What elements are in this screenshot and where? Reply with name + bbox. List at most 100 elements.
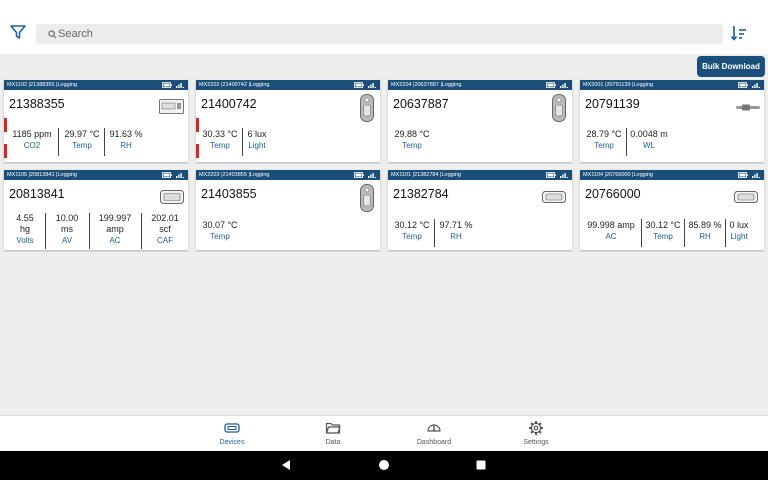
device-serial: 20791139 — [585, 97, 640, 111]
reading-unit: ms — [61, 224, 73, 234]
card-header: MX2001 |20791139 |Logging — [580, 80, 764, 90]
card-header: MX1105 |20813841 |Logging — [4, 170, 188, 180]
card-header: MX1101 |21382784 |Logging — [388, 170, 572, 180]
reading: 29.97 °C Temp — [59, 128, 105, 156]
reading-value: 85.89 % — [688, 220, 722, 230]
recents-icon[interactable] — [475, 459, 487, 471]
signal-icon — [752, 173, 760, 178]
reading: 4.55 hg Volts — [6, 213, 44, 249]
reading-value: 29.97 °C — [64, 129, 100, 139]
card-header: MX1102 |21388355 |Logging — [4, 80, 188, 90]
reading-label: Temp — [72, 141, 92, 150]
reading-label: AC — [109, 236, 121, 245]
device-serial: 20766000 — [585, 187, 641, 201]
reading-label: Temp — [210, 141, 230, 150]
reading-label: Temp — [653, 232, 673, 241]
reading-label: Temp — [402, 232, 422, 241]
card-header: MX2204 |20637887 |Logging — [388, 80, 572, 90]
alarm-indicator — [196, 118, 199, 132]
nav-label: Data — [325, 439, 341, 446]
temp-rh-logger-icon — [542, 191, 566, 203]
reading-label: RH — [120, 141, 132, 150]
divider — [141, 213, 142, 249]
sort-icon[interactable] — [730, 24, 748, 42]
readings-row: 30.12 °C Temp 97.71 % RH — [388, 219, 572, 247]
device-card[interactable]: MX2202 |21400742 |Logging 21400742 30.33… — [196, 80, 380, 162]
divider — [641, 219, 642, 247]
divider — [684, 219, 685, 247]
reading-value: 29.88 °C — [394, 129, 430, 139]
reading: 10.00 ms AV — [46, 213, 88, 249]
readings-row: 30.07 °C Temp — [196, 219, 380, 247]
filter-icon[interactable] — [8, 22, 28, 42]
home-icon[interactable] — [378, 459, 390, 471]
nav-data[interactable]: Data — [298, 416, 368, 452]
back-icon[interactable] — [280, 459, 292, 471]
reading: 1185 ppm CO2 — [7, 128, 57, 156]
battery-icon — [738, 172, 748, 178]
reading-label: Temp — [210, 232, 230, 241]
readings-row: 99.998 amp AC 30.12 °C Temp 85.89 % RH 0 lu… — [580, 219, 764, 247]
reading-value: 99.998 amp — [587, 220, 635, 230]
nav-settings[interactable]: Settings — [501, 416, 571, 452]
nav-dashboard[interactable]: Dashboard — [399, 416, 469, 452]
card-header: MX2202 |21400742 |Logging — [196, 80, 380, 90]
reading: 97.71 % RH — [435, 219, 477, 247]
reading: 199.997 amp AC — [90, 213, 140, 249]
signal-icon — [368, 83, 376, 88]
reading-value: 30.12 °C — [645, 220, 681, 230]
battery-icon — [546, 82, 556, 88]
device-card[interactable]: MX2001 |20791139 |Logging 20791139 28.79… — [580, 80, 764, 162]
co2-logger-icon — [159, 99, 184, 114]
divider — [45, 213, 46, 249]
card-header: MX1104 |20766000 |Logging — [580, 170, 764, 180]
readings-row: 28.79 °C Temp 0.0048 m WL — [580, 128, 764, 156]
reading-label: CO2 — [23, 141, 41, 150]
reading: 30.12 °C Temp — [390, 219, 434, 247]
card-header: MX2203 |21403855 |Logging — [196, 170, 380, 180]
dashboard-gauge-icon — [427, 424, 441, 432]
water-level-logger-icon — [736, 104, 760, 111]
nav-devices[interactable]: Devices — [197, 416, 267, 452]
nav-label: Devices — [219, 439, 245, 446]
card-header-text: MX1101 |21382784 |Logging — [391, 172, 462, 178]
card-header-text: MX1105 |20813841 |Logging — [7, 172, 78, 178]
signal-icon — [176, 173, 184, 178]
card-header-text: MX2204 |20637887 |Logging — [391, 82, 462, 88]
bottom-navigation: Devices Data Dashboard Settings — [0, 415, 768, 451]
reading-value: 97.71 % — [439, 220, 473, 230]
device-card[interactable]: MX1104 |20766000 |Logging 20766000 99.99… — [580, 170, 764, 250]
gear-icon — [529, 421, 543, 435]
search-input[interactable] — [58, 24, 698, 44]
battery-icon — [354, 82, 364, 88]
search-icon — [48, 30, 57, 39]
divider — [58, 128, 59, 156]
divider — [434, 219, 435, 247]
nav-label: Settings — [523, 439, 549, 446]
search-bar[interactable] — [36, 24, 723, 44]
battery-icon — [162, 172, 172, 178]
alarm-indicator — [4, 144, 7, 158]
alarm-indicator — [4, 118, 7, 132]
device-card[interactable]: MX2203 |21403855 |Logging 21403855 30.07… — [196, 170, 380, 250]
device-card[interactable]: MX1101 |21382784 |Logging 21382784 30.12… — [388, 170, 572, 250]
device-serial: 21382784 — [393, 187, 449, 201]
card-header-text: MX2202 |21400742 |Logging — [199, 82, 270, 88]
signal-icon — [176, 83, 184, 88]
reading-label: AC — [605, 232, 617, 241]
device-card[interactable]: MX1102 |21388355 |Logging 21388355 1185 … — [4, 80, 188, 162]
battery-icon — [354, 172, 364, 178]
device-card[interactable]: MX1105 |20813841 |Logging 20813841 4.55 h… — [4, 170, 188, 250]
reading-label: CAF — [157, 236, 173, 245]
reading: 30.12 °C Temp — [642, 219, 684, 247]
card-header-text: MX2001 |20791139 |Logging — [583, 82, 654, 88]
reading-value: 30.33 °C — [202, 129, 238, 139]
reading: 29.88 °C Temp — [390, 128, 434, 156]
devices-icon — [224, 423, 240, 433]
divider — [104, 128, 105, 156]
divider — [242, 128, 243, 156]
device-card[interactable]: MX2204 |20637887 |Logging 20637887 29.88… — [388, 80, 572, 162]
bulk-download-button[interactable]: Bulk Download — [697, 56, 765, 77]
reading-value: 0.0048 m — [630, 129, 668, 139]
reading: 91.63 % RH — [105, 128, 147, 156]
